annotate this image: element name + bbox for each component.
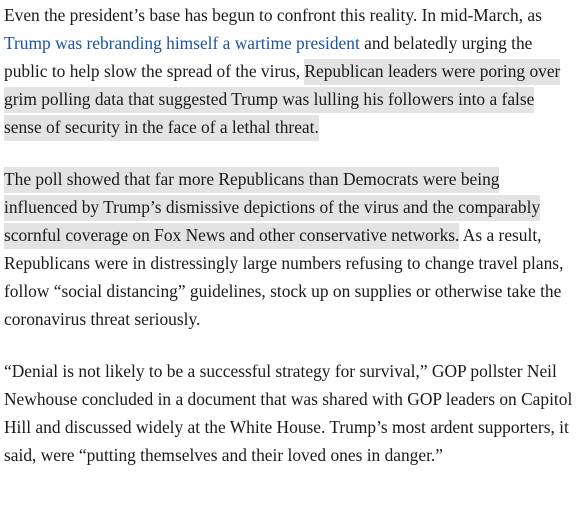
- wartime-president-link[interactable]: Trump was rebranding himself a wartime p…: [4, 33, 360, 53]
- paragraph-2: The poll showed that far more Republican…: [4, 165, 576, 333]
- article-body: Even the president’s base has begun to c…: [4, 1, 576, 493]
- paragraph-2-rest: As a result, Republicans were in distres…: [4, 225, 564, 329]
- paragraph-3: “Denial is not likely to be a successful…: [4, 357, 576, 469]
- paragraph-3-text: “Denial is not likely to be a successful…: [4, 361, 573, 465]
- paragraph-1: Even the president’s base has begun to c…: [4, 1, 576, 141]
- paragraph-1-continuation: and belatedly urging the public to help …: [4, 33, 533, 81]
- paragraph-1-intro: Even the president’s base has begun to c…: [4, 5, 542, 25]
- highlighted-passage-2: The poll showed that far more Republican…: [4, 167, 541, 249]
